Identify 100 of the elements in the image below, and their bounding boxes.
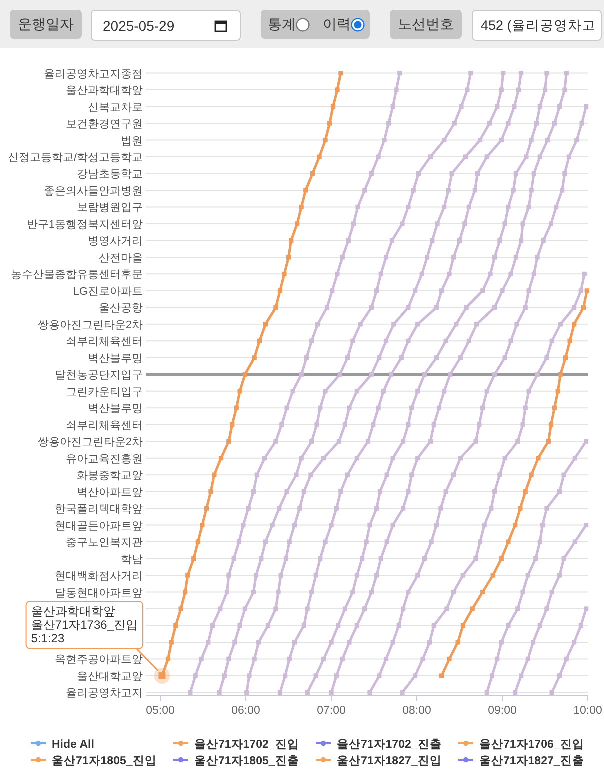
point <box>413 674 418 678</box>
point <box>358 322 363 327</box>
point <box>244 690 250 695</box>
point <box>289 238 294 244</box>
point <box>335 272 340 276</box>
point <box>299 456 304 461</box>
point <box>526 656 530 662</box>
point <box>447 656 452 662</box>
point <box>584 288 590 294</box>
point <box>558 322 563 327</box>
point <box>422 372 428 377</box>
point <box>563 356 568 360</box>
point <box>166 656 171 662</box>
point <box>447 272 452 276</box>
point <box>440 288 444 294</box>
point <box>242 606 248 612</box>
point <box>578 288 584 294</box>
point <box>550 338 554 344</box>
point <box>484 389 490 394</box>
point <box>284 406 290 410</box>
point <box>523 406 528 410</box>
point <box>259 556 264 562</box>
point <box>200 522 205 528</box>
point <box>329 640 334 645</box>
point <box>406 422 411 428</box>
point <box>514 255 518 260</box>
point <box>490 674 495 678</box>
point <box>314 674 318 678</box>
point <box>454 322 459 327</box>
point <box>304 188 308 193</box>
legend-label: 울산71자1805_진출 <box>194 754 300 768</box>
point <box>366 439 371 444</box>
point <box>434 356 439 360</box>
point <box>550 690 554 695</box>
point <box>492 305 498 310</box>
point <box>411 188 416 193</box>
point <box>251 490 256 494</box>
point <box>523 305 528 310</box>
point <box>512 104 517 110</box>
point <box>523 490 528 494</box>
point <box>390 456 396 461</box>
point <box>368 690 372 695</box>
point <box>295 222 300 226</box>
point <box>480 406 486 410</box>
point <box>256 640 262 645</box>
point <box>562 472 566 478</box>
point <box>444 338 448 344</box>
point <box>451 472 456 478</box>
point <box>484 690 490 695</box>
point <box>534 556 538 562</box>
point <box>323 138 328 143</box>
point <box>362 606 368 612</box>
point <box>584 606 589 612</box>
point <box>299 204 304 210</box>
point <box>446 188 451 193</box>
point <box>519 71 524 76</box>
point <box>552 406 557 410</box>
point <box>224 590 230 595</box>
point <box>406 490 411 494</box>
point <box>318 556 323 562</box>
point <box>564 656 569 662</box>
point <box>369 590 374 595</box>
point <box>560 188 565 193</box>
point <box>582 272 587 276</box>
point <box>199 656 204 662</box>
point <box>401 606 406 612</box>
point <box>416 389 420 394</box>
point <box>489 506 494 511</box>
point <box>392 322 396 327</box>
point <box>350 590 356 595</box>
point <box>581 305 586 310</box>
point <box>529 188 534 193</box>
point <box>554 204 559 210</box>
point <box>345 356 350 360</box>
point <box>390 238 395 244</box>
point <box>396 623 402 628</box>
point <box>518 506 523 511</box>
point <box>277 506 282 511</box>
point <box>342 422 348 428</box>
point <box>347 406 352 410</box>
point <box>474 439 478 444</box>
point <box>406 590 411 595</box>
point <box>480 590 486 595</box>
point <box>369 305 374 310</box>
point <box>544 606 550 612</box>
point <box>492 490 498 494</box>
point <box>266 623 271 628</box>
point <box>495 104 500 110</box>
point <box>401 439 406 444</box>
point <box>438 506 444 511</box>
point <box>274 606 278 612</box>
point <box>278 690 283 695</box>
point <box>442 389 447 394</box>
point <box>193 674 198 678</box>
point <box>328 121 332 126</box>
point <box>384 656 389 662</box>
point <box>492 372 498 377</box>
point <box>336 623 341 628</box>
point <box>410 406 414 410</box>
point <box>532 171 536 176</box>
